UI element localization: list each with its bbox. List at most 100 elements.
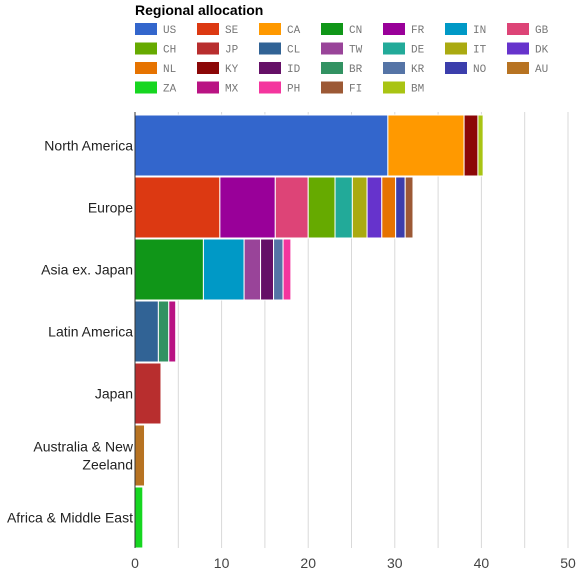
legend-item-de[interactable]: DE <box>383 42 425 57</box>
bar-gb-1[interactable] <box>274 176 309 239</box>
bar-mx-3[interactable] <box>168 300 177 363</box>
legend-label: NL <box>163 64 176 76</box>
legend-item-ca[interactable]: CA <box>259 23 301 37</box>
bar-se-1[interactable] <box>134 176 221 239</box>
legend-item-mx[interactable]: MX <box>197 81 239 96</box>
legend-item-se[interactable]: SE <box>197 23 239 37</box>
bar-cl-3[interactable] <box>134 300 159 363</box>
bar-jp-4[interactable] <box>134 362 162 425</box>
legend-item-za[interactable]: ZA <box>135 81 177 96</box>
legend-label: IT <box>473 45 487 57</box>
legend-label: KR <box>411 64 425 76</box>
legend-swatch <box>445 62 467 74</box>
legend-swatch <box>197 42 219 55</box>
legend-item-tw[interactable]: TW <box>321 42 363 57</box>
legend-label: CA <box>287 25 301 37</box>
legend-label: GB <box>535 25 549 37</box>
category-label: Africa & Middle East <box>7 510 133 526</box>
bar-ky-0[interactable] <box>463 114 479 177</box>
legend-label: CN <box>349 25 362 37</box>
bar-nl-1[interactable] <box>381 176 397 239</box>
legend-swatch <box>135 62 157 74</box>
legend-label: MX <box>225 84 239 96</box>
legend-label: PH <box>287 84 300 96</box>
legend-label: FI <box>349 84 362 96</box>
legend-swatch <box>445 42 467 55</box>
legend-swatch <box>507 42 529 55</box>
legend-label: SE <box>225 25 239 37</box>
bar-fr-1[interactable] <box>219 176 276 239</box>
bar-za-6[interactable] <box>134 486 144 549</box>
legend-label: IN <box>473 25 486 37</box>
legend-item-us[interactable]: US <box>135 23 177 37</box>
bar-in-2[interactable] <box>202 238 245 301</box>
bars <box>134 114 484 549</box>
legend-swatch <box>321 81 343 94</box>
x-tick-label: 0 <box>131 555 139 571</box>
x-tick-label: 30 <box>387 555 403 571</box>
bar-kr-2[interactable] <box>273 238 284 301</box>
legend-swatch <box>197 23 219 35</box>
legend-item-ch[interactable]: CH <box>135 42 176 57</box>
bar-tw-2[interactable] <box>243 238 262 301</box>
legend-item-ph[interactable]: PH <box>259 81 300 96</box>
bar-ch-1[interactable] <box>307 176 336 239</box>
bar-no-1[interactable] <box>395 176 406 239</box>
legend: US SE CA CN FR IN GB CH JP CL TW DE IT DK NL KY ID BR KR NO… <box>135 23 549 96</box>
legend-item-it[interactable]: IT <box>445 42 487 57</box>
bar-us-0[interactable] <box>134 114 389 177</box>
bar-dk-1[interactable] <box>366 176 383 239</box>
legend-swatch <box>507 23 529 35</box>
legend-swatch <box>507 62 529 74</box>
legend-item-gb[interactable]: GB <box>507 23 549 37</box>
legend-swatch <box>197 81 219 94</box>
bar-ca-0[interactable] <box>387 114 465 177</box>
legend-item-id[interactable]: ID <box>259 62 301 76</box>
legend-label: ID <box>287 64 301 76</box>
legend-swatch <box>383 42 405 55</box>
category-label: Latin America <box>48 324 133 340</box>
legend-item-fr[interactable]: FR <box>383 23 425 37</box>
bar-id-2[interactable] <box>260 238 275 301</box>
legend-item-kr[interactable]: KR <box>383 62 425 76</box>
legend-item-no[interactable]: NO <box>445 62 487 76</box>
legend-item-nl[interactable]: NL <box>135 62 176 76</box>
legend-label: TW <box>349 45 363 57</box>
legend-item-in[interactable]: IN <box>445 23 486 37</box>
category-labels: North America Europe Asia ex. Japan Latin A… <box>7 138 134 526</box>
legend-swatch <box>383 81 405 94</box>
bar-de-1[interactable] <box>334 176 353 239</box>
legend-label: DK <box>535 45 549 57</box>
category-label: Japan <box>95 386 133 402</box>
category-label: Europe <box>88 200 133 216</box>
legend-swatch <box>259 62 281 74</box>
x-tick-label: 10 <box>214 555 230 571</box>
legend-swatch <box>321 62 343 74</box>
legend-item-fi[interactable]: FI <box>321 81 362 96</box>
legend-item-cn[interactable]: CN <box>321 23 362 37</box>
x-tick-label: 20 <box>300 555 316 571</box>
bar-ph-2[interactable] <box>282 238 292 301</box>
bar-bm-0[interactable] <box>477 114 484 177</box>
bar-br-3[interactable] <box>157 300 170 363</box>
bar-it-1[interactable] <box>351 176 368 239</box>
legend-item-au[interactable]: AU <box>507 62 548 76</box>
bar-cn-2[interactable] <box>134 238 204 301</box>
bar-fi-1[interactable] <box>404 176 414 239</box>
bar-au-5[interactable] <box>134 424 146 487</box>
legend-item-br[interactable]: BR <box>321 62 363 76</box>
legend-label: KY <box>225 64 239 76</box>
legend-swatch <box>383 23 405 35</box>
legend-item-ky[interactable]: KY <box>197 62 239 76</box>
legend-item-cl[interactable]: CL <box>259 42 300 57</box>
legend-swatch <box>135 81 157 94</box>
legend-label: ZA <box>163 84 177 96</box>
category-label: Australia & New Zeeland <box>33 439 133 473</box>
legend-item-bm[interactable]: BM <box>383 81 424 96</box>
legend-label: CH <box>163 45 176 57</box>
legend-item-dk[interactable]: DK <box>507 42 549 57</box>
legend-swatch <box>197 62 219 74</box>
x-tick-labels: 0 10 20 30 40 50 <box>131 555 576 571</box>
legend-item-jp[interactable]: JP <box>197 42 239 57</box>
x-tick-label: 50 <box>560 555 576 571</box>
